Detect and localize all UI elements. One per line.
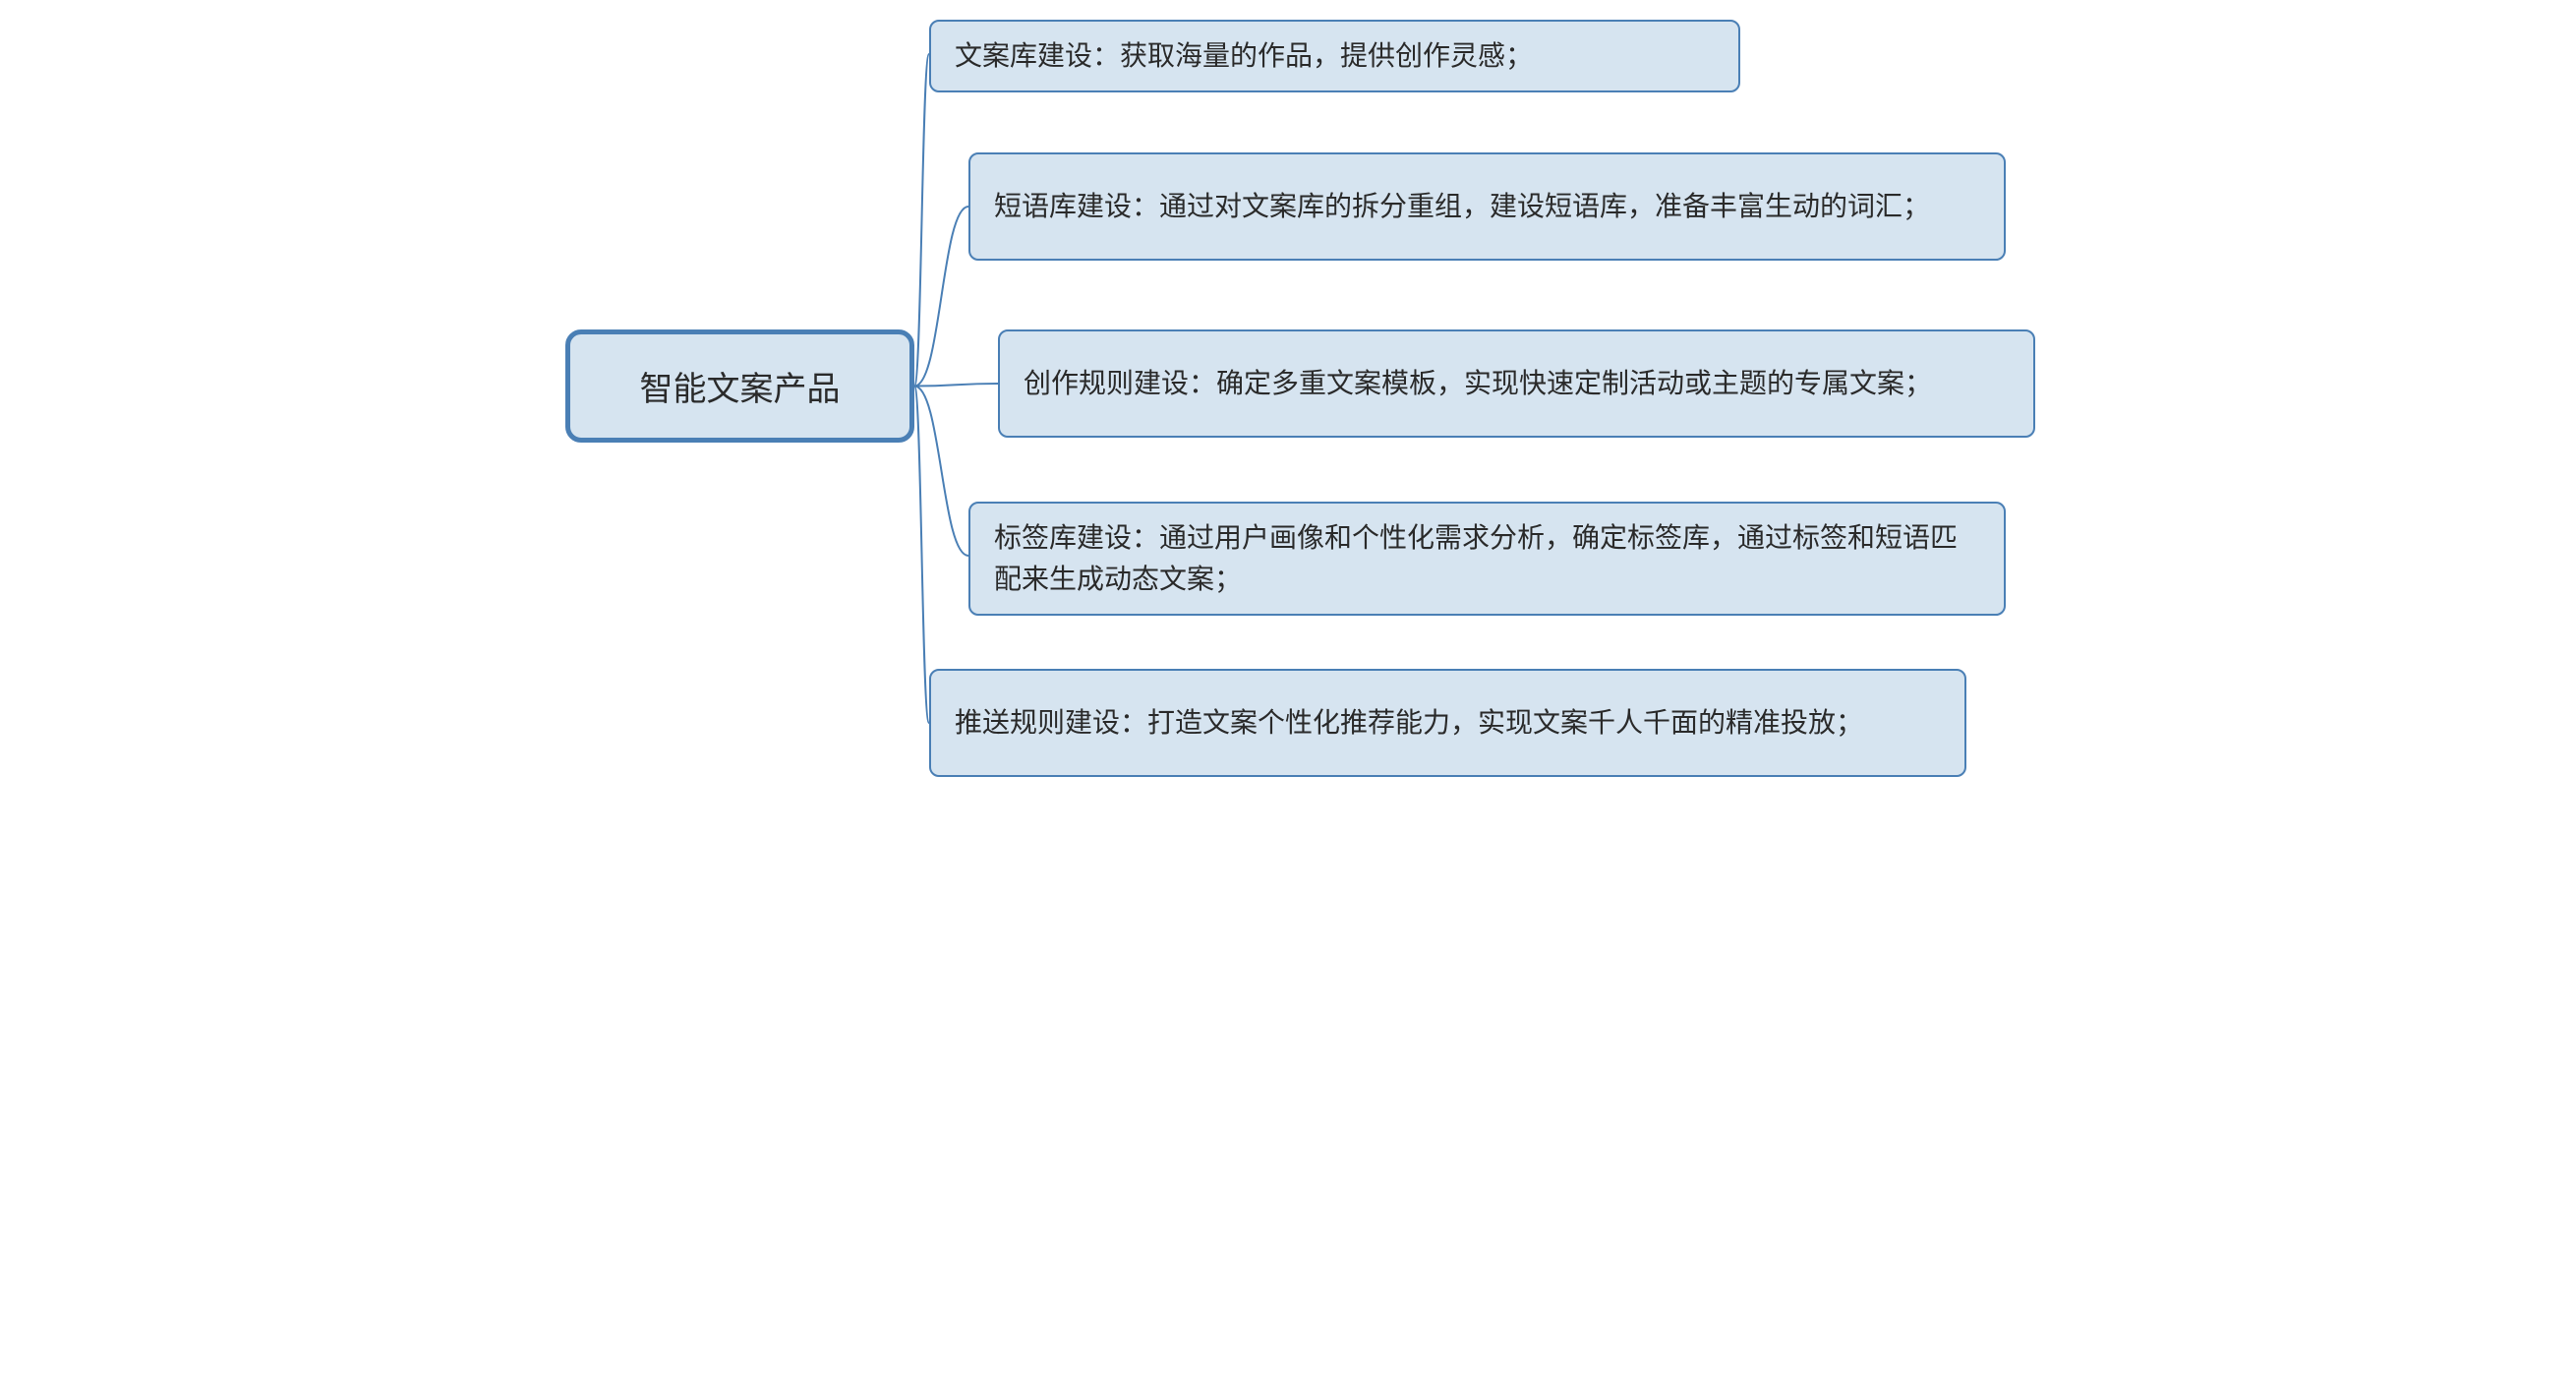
root-label: 智能文案产品 [640,362,841,410]
child-label-2: 创作规则建设：确定多重文案模板，实现快速定制活动或主题的专属文案； [1024,363,1932,404]
child-node-1: 短语库建设：通过对文案库的拆分重组，建设短语库，准备丰富生动的词汇； [968,152,2006,261]
connector-2 [914,384,998,387]
child-label-3: 标签库建设：通过用户画像和个性化需求分析，确定标签库，通过标签和短语匹配来生成动… [994,517,1980,600]
mindmap-diagram: 智能文案产品 文案库建设：获取海量的作品，提供创作灵感； 短语库建设：通过对文案库… [531,0,2045,777]
connector-4 [914,387,929,724]
root-node: 智能文案产品 [565,329,914,443]
child-node-4: 推送规则建设：打造文案个性化推荐能力，实现文案千人千面的精准投放； [929,669,1966,777]
child-node-0: 文案库建设：获取海量的作品，提供创作灵感； [929,20,1740,92]
child-label-1: 短语库建设：通过对文案库的拆分重组，建设短语库，准备丰富生动的词汇； [994,186,1930,227]
child-node-3: 标签库建设：通过用户画像和个性化需求分析，确定标签库，通过标签和短语匹配来生成动… [968,502,2006,616]
connector-0 [914,54,929,387]
child-label-0: 文案库建设：获取海量的作品，提供创作灵感； [955,35,1533,77]
child-label-4: 推送规则建设：打造文案个性化推荐能力，实现文案千人千面的精准投放； [955,702,1863,744]
child-node-2: 创作规则建设：确定多重文案模板，实现快速定制活动或主题的专属文案； [998,329,2035,438]
connector-3 [914,387,968,557]
connector-1 [914,207,968,387]
